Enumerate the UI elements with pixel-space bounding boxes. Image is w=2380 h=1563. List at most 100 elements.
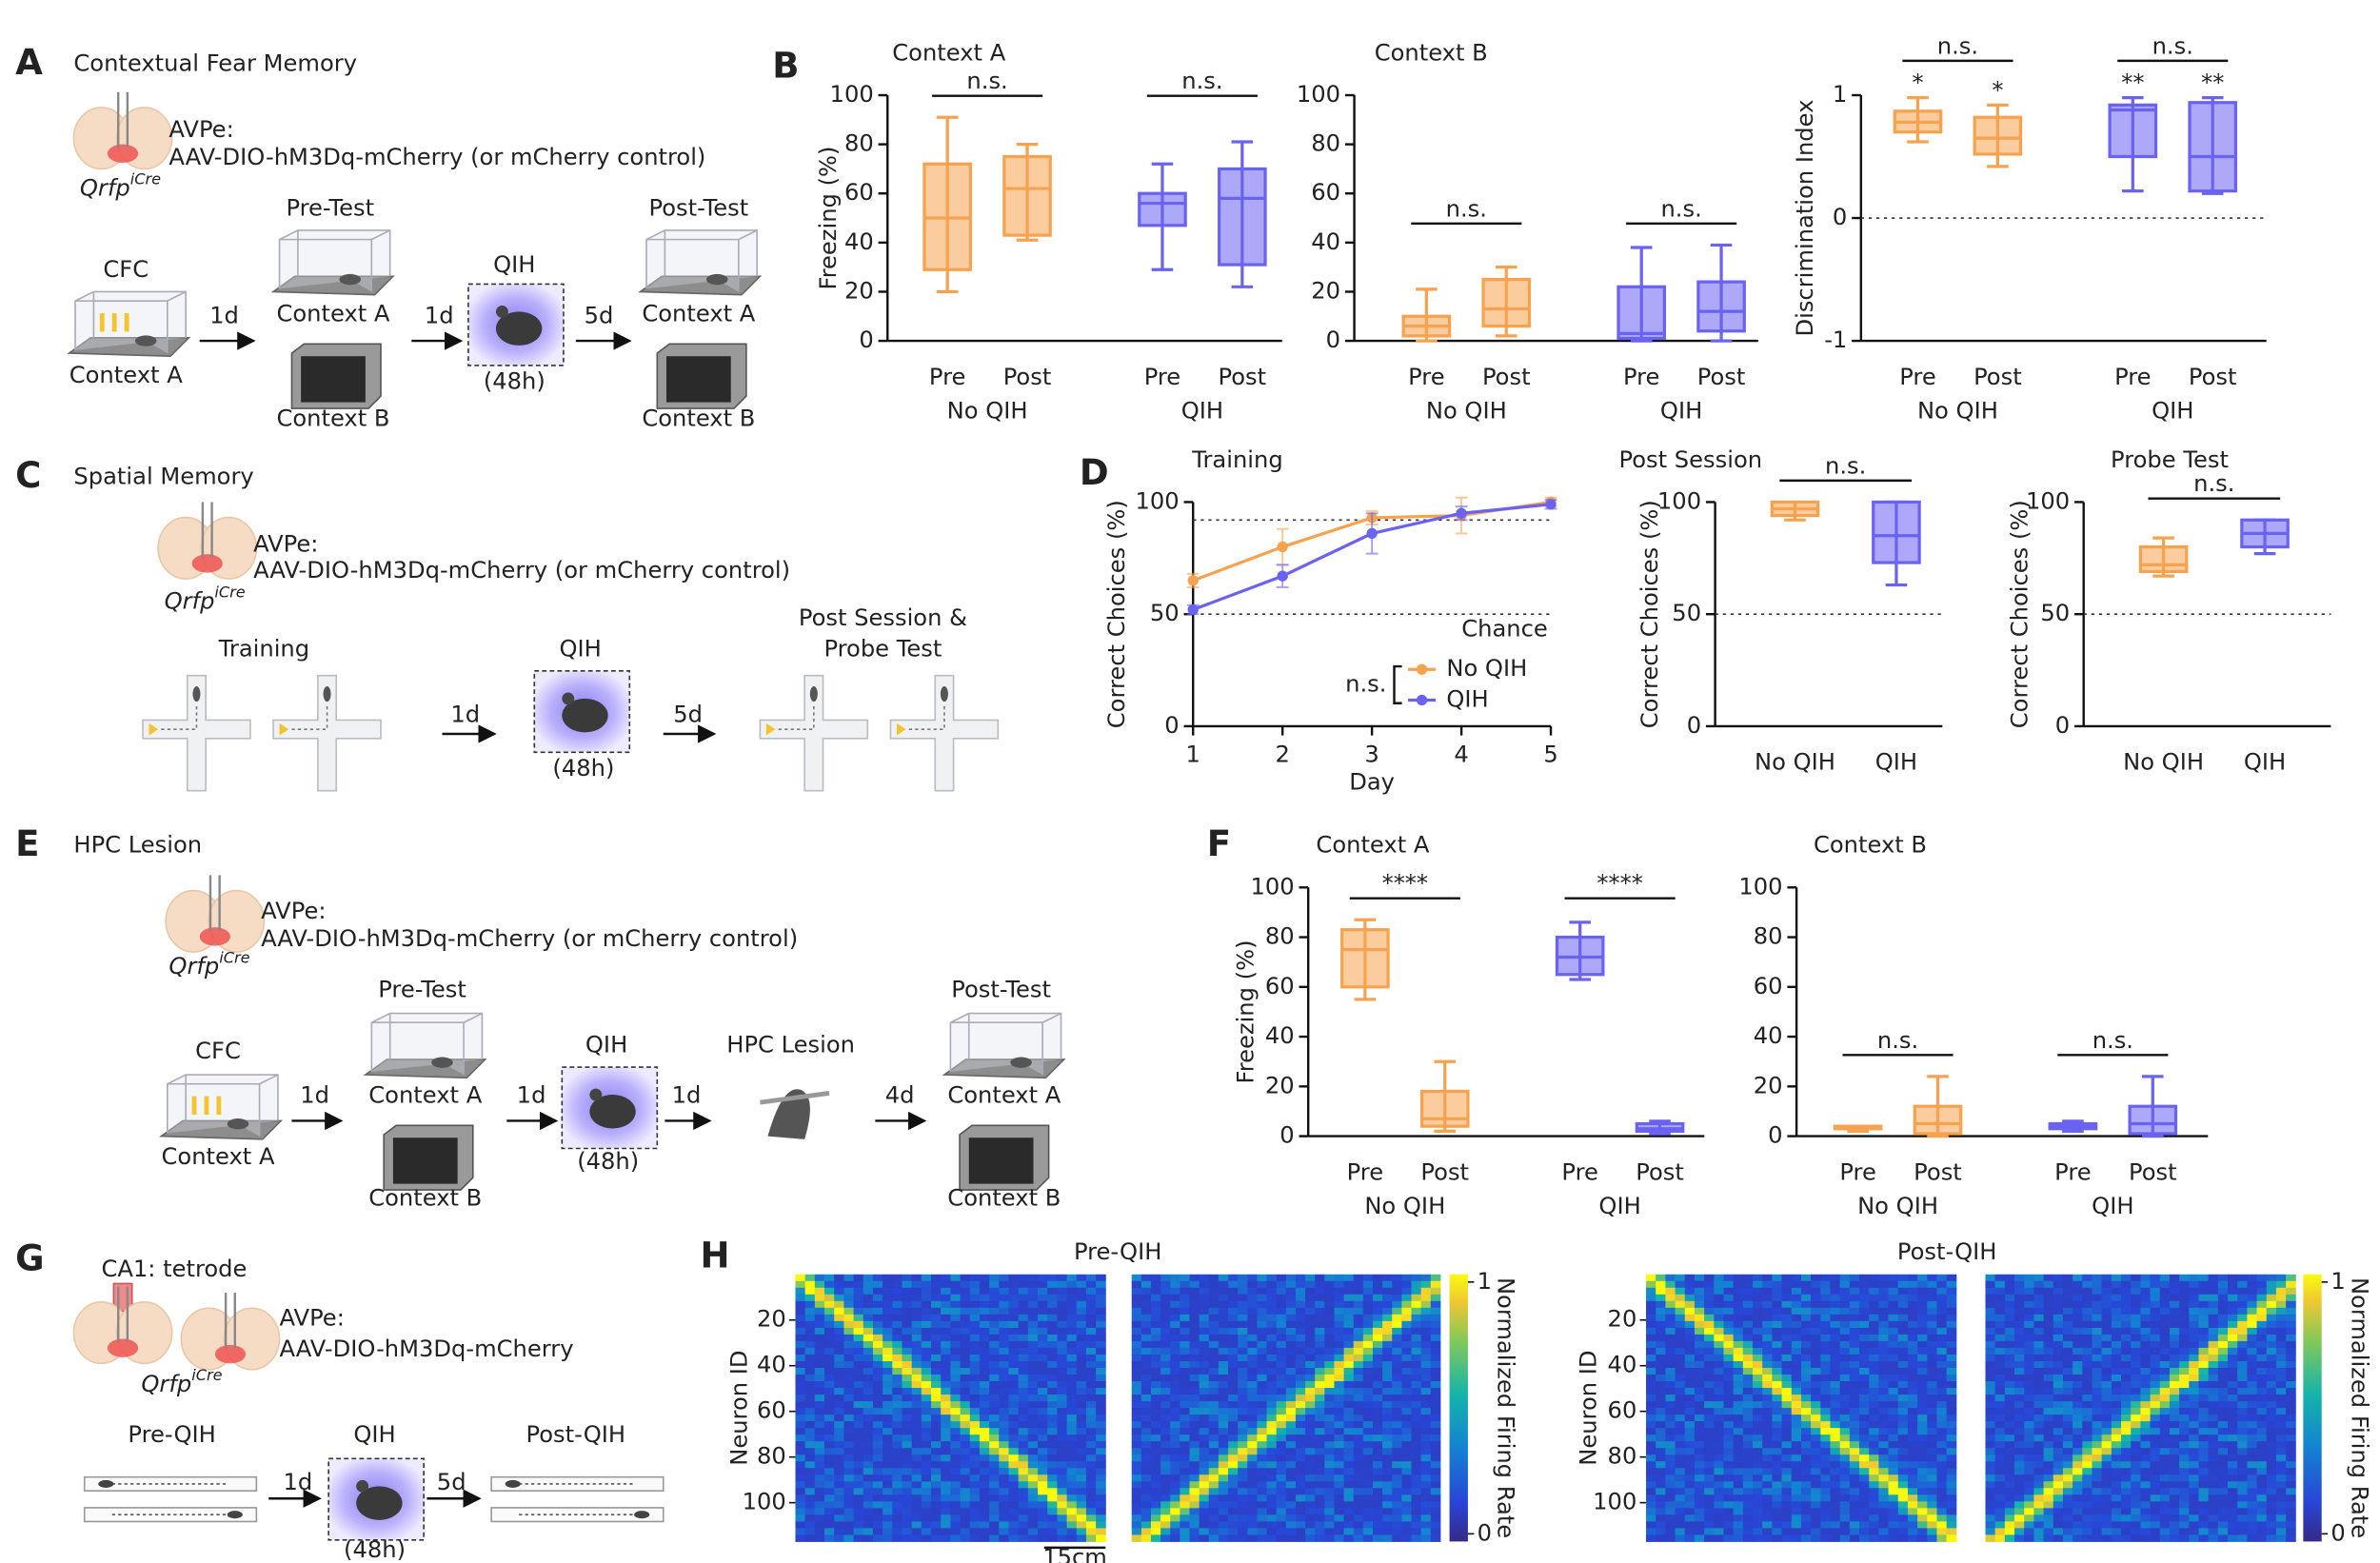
heatmap-cell	[1646, 1528, 1656, 1535]
heatmap-cell	[1704, 1434, 1715, 1442]
heatmap-cell	[843, 1294, 855, 1302]
heatmap-cell	[1646, 1287, 1656, 1296]
heatmap-cell	[1324, 1360, 1335, 1369]
heatmap-cell	[1830, 1300, 1841, 1309]
y-tick-label: 0	[1687, 712, 1701, 739]
heatmap-cell	[1839, 1307, 1851, 1316]
chart-title: Post Session	[1619, 446, 1763, 473]
heatmap-cell	[1076, 1508, 1087, 1515]
heatmap-cell	[1131, 1360, 1142, 1369]
heatmap-cell	[931, 1334, 942, 1342]
heatmap-cell	[921, 1454, 932, 1462]
heatmap-cell	[1257, 1448, 1268, 1455]
mouse	[809, 685, 818, 702]
heatmap-cell	[1888, 1320, 1899, 1329]
heatmap-cell	[979, 1354, 990, 1362]
heatmap-cell	[1917, 1287, 1928, 1296]
heatmap-cell	[1315, 1521, 1325, 1529]
heatmap-cell	[2217, 1367, 2229, 1375]
heatmap-cell	[1276, 1287, 1287, 1296]
heatmap-cell	[1897, 1340, 1909, 1349]
reward	[279, 722, 289, 736]
heatmap-cell	[795, 1327, 806, 1335]
heatmap-cell	[911, 1294, 922, 1302]
heatmap-cell	[1362, 1375, 1374, 1382]
heatmap-cell	[1180, 1375, 1190, 1382]
heatmap-cell	[999, 1274, 1009, 1282]
heatmap-cell	[1917, 1408, 1928, 1415]
heatmap-cell	[1733, 1294, 1744, 1302]
heatmap-cell	[1684, 1287, 1696, 1296]
heatmap-cell	[1859, 1461, 1870, 1469]
heatmap-cell	[1218, 1274, 1229, 1282]
heatmap-cell	[1927, 1521, 1937, 1529]
heatmap-cell	[1334, 1395, 1345, 1402]
heatmap-cell	[1704, 1347, 1715, 1355]
heatmap-cell	[1869, 1300, 1879, 1309]
heatmap-cell	[1018, 1347, 1029, 1355]
heatmap-cell	[2217, 1395, 2229, 1402]
heatmap-cell	[2217, 1314, 2229, 1322]
heatmap-cell	[1085, 1521, 1097, 1529]
heatmap-cell	[1791, 1340, 1802, 1349]
heatmap-cell	[1888, 1454, 1899, 1462]
heatmap-cell	[1160, 1334, 1171, 1342]
heatmap-cell	[1675, 1381, 1686, 1389]
heatmap-cell	[2121, 1287, 2132, 1296]
heatmap-cell	[1247, 1347, 1258, 1355]
heatmap-cell	[1430, 1481, 1441, 1489]
heatmap-cell	[1859, 1528, 1870, 1535]
heatmap-cell	[1859, 1327, 1870, 1335]
heatmap-cell	[1839, 1434, 1851, 1442]
heatmap-cell	[1027, 1441, 1039, 1449]
y-tick-label: 50	[1672, 600, 1701, 626]
heatmap-cell	[1285, 1474, 1297, 1482]
heatmap-cell	[950, 1320, 962, 1329]
heatmap-cell	[941, 1514, 951, 1522]
chamber-walls	[278, 229, 391, 292]
heatmap-cell	[1723, 1347, 1735, 1355]
heatmap-cell	[1859, 1280, 1870, 1289]
heatmap-cell	[1140, 1454, 1152, 1462]
heatmap-cell	[1027, 1354, 1039, 1362]
heatmap-cell	[1131, 1375, 1142, 1382]
heatmap-cell	[1276, 1367, 1287, 1375]
heatmap-cell	[2275, 1388, 2287, 1395]
heatmap-cell	[1742, 1334, 1754, 1342]
heatmap-cell	[1907, 1280, 1918, 1289]
heatmap-cell	[1372, 1287, 1383, 1296]
heatmap-cell	[1772, 1441, 1783, 1449]
heatmap-cell	[2014, 1334, 2025, 1342]
heatmap-cell	[1343, 1354, 1355, 1362]
heatmap-cell	[1353, 1360, 1364, 1369]
mouse-line: QrfpiCre	[141, 1366, 222, 1397]
heatmap-cell	[902, 1340, 913, 1349]
heatmap-cell	[1257, 1415, 1268, 1422]
heatmap-cell	[1704, 1421, 1715, 1429]
heatmap-cell	[1917, 1488, 1928, 1495]
heatmap-cell	[1781, 1461, 1793, 1469]
heatmap-cell	[941, 1300, 951, 1309]
heatmap-cell	[1343, 1408, 1355, 1415]
heatmap-cell	[1372, 1388, 1383, 1395]
heatmap-cell	[1811, 1388, 1821, 1395]
heatmap-cell	[1038, 1454, 1048, 1462]
heatmap-cell	[1008, 1314, 1020, 1322]
heatmap-cell	[1085, 1468, 1097, 1475]
heatmap-cell	[902, 1461, 913, 1469]
heatmap-cell	[1742, 1421, 1754, 1429]
heatmap-cell	[843, 1367, 855, 1375]
heatmap-cell	[1199, 1388, 1210, 1395]
heatmap-cell	[969, 1468, 981, 1475]
heatmap-cell	[1830, 1454, 1841, 1462]
heatmap-cell	[814, 1360, 825, 1369]
heatmap-cell	[795, 1528, 806, 1535]
heatmap-cell	[834, 1488, 844, 1495]
heatmap-cell	[1343, 1340, 1355, 1349]
heatmap-cell	[1160, 1514, 1171, 1522]
heatmap-cell	[1160, 1375, 1171, 1382]
heatmap-cell	[2033, 1287, 2045, 1296]
heatmap-cell	[2169, 1294, 2180, 1302]
diagram-label: Context B	[368, 1185, 482, 1212]
heatmap-cell	[1018, 1508, 1029, 1515]
